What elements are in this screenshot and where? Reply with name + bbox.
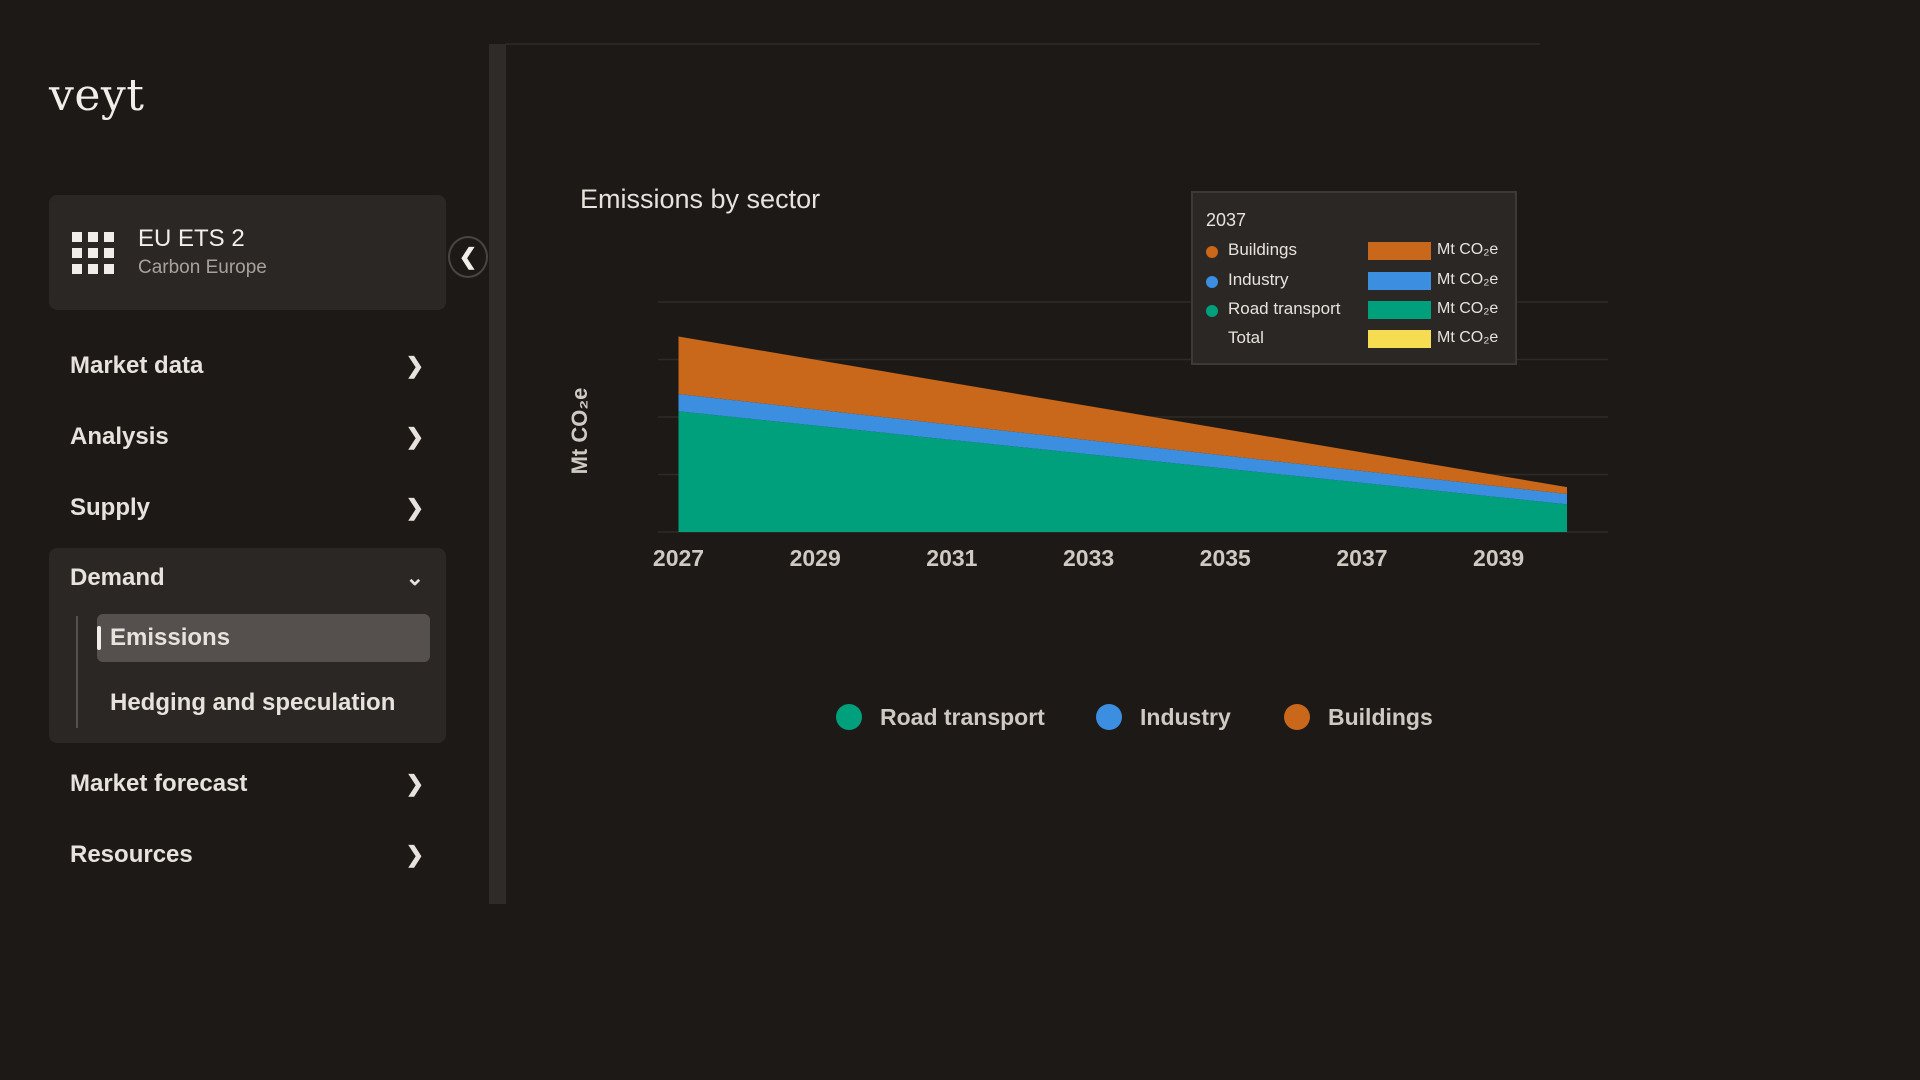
x-tick-label: 2039: [1473, 545, 1524, 571]
legend-label: Road transport: [880, 703, 1045, 730]
x-tick-label: 2037: [1336, 545, 1387, 571]
apps-grid-icon: [72, 232, 114, 274]
area-series-road-transport[interactable]: [678, 411, 1567, 532]
area-series-industry[interactable]: [678, 394, 1567, 505]
nav-item-analysis[interactable]: Analysis ❯: [49, 407, 446, 467]
header-divider: [506, 43, 1540, 45]
tooltip-row-road-transport: Road transport Mt CO₂e: [1206, 299, 1506, 321]
nav-item-resources[interactable]: Resources ❯: [49, 825, 446, 885]
legend-label: Buildings: [1328, 703, 1433, 730]
legend-item-road-transport[interactable]: Road transport: [836, 702, 1045, 732]
tooltip-row-total: Total Mt CO₂e: [1206, 328, 1506, 350]
nav-item-supply[interactable]: Supply ❯: [49, 478, 446, 538]
tooltip-label: Industry: [1228, 270, 1289, 289]
area-series-buildings[interactable]: [678, 336, 1567, 495]
collapse-sidebar-button[interactable]: ❮: [448, 236, 488, 278]
value-swatch: [1368, 272, 1431, 290]
chart-tooltip: 2037 Buildings Mt CO₂e Industry Mt CO₂e …: [1191, 191, 1517, 365]
product-switcher[interactable]: EU ETS 2 Carbon Europe: [49, 195, 446, 310]
nav-item-market-data[interactable]: Market data ❯: [49, 336, 446, 396]
x-tick-label: 2029: [790, 545, 841, 571]
sub-item-emissions[interactable]: Emissions: [97, 614, 430, 662]
tooltip-unit: Mt CO₂e: [1437, 241, 1499, 258]
sub-item-label: Hedging and speculation: [110, 689, 396, 716]
sub-item-label: Emissions: [110, 624, 231, 651]
chevron-right-icon: ❯: [405, 424, 424, 449]
dot-icon: [1206, 246, 1218, 258]
nav-item-label: Analysis: [70, 423, 169, 450]
tooltip-label: Road transport: [1228, 299, 1341, 318]
value-swatch: [1368, 242, 1431, 260]
x-tick-label: 2027: [653, 545, 704, 571]
emissions-area-chart[interactable]: 2027 2029 2031 2033 2035 2037 2039: [640, 290, 1620, 590]
nav-item-label: Resources: [70, 841, 193, 868]
legend-label: Industry: [1140, 703, 1231, 730]
value-swatch: [1368, 330, 1431, 348]
chevron-down-icon: ⌄: [405, 565, 424, 590]
tooltip-label: Total: [1228, 328, 1264, 347]
chevron-right-icon: ❯: [405, 353, 424, 378]
dot-icon: [1206, 276, 1218, 288]
nav-group-demand: Demand ⌄ Emissions Hedging and speculati…: [49, 548, 446, 743]
dot-icon: [1096, 704, 1122, 730]
nav-item-label: Market forecast: [70, 770, 248, 797]
sub-item-hedging-and-speculation[interactable]: Hedging and speculation: [97, 679, 430, 727]
chevron-right-icon: ❯: [405, 495, 424, 520]
veyt-logo[interactable]: veyt: [49, 70, 145, 121]
tooltip-year: 2037: [1206, 210, 1247, 230]
tooltip-unit: Mt CO₂e: [1437, 271, 1499, 288]
value-swatch: [1368, 301, 1431, 319]
submenu-guide-line: [76, 616, 78, 728]
tooltip-label: Buildings: [1228, 240, 1297, 259]
active-indicator: [97, 626, 101, 650]
tooltip-unit: Mt CO₂e: [1437, 329, 1499, 346]
x-tick-label: 2031: [926, 545, 977, 571]
dot-icon: [836, 704, 862, 730]
chevron-right-icon: ❯: [405, 842, 424, 867]
sidebar-divider[interactable]: [489, 44, 506, 904]
chart-title: Emissions by sector: [580, 184, 821, 214]
tooltip-row-buildings: Buildings Mt CO₂e: [1206, 240, 1506, 262]
product-name: EU ETS 2: [138, 225, 245, 252]
nav-item-label: Market data: [70, 352, 204, 379]
product-subtitle: Carbon Europe: [138, 257, 267, 278]
tooltip-unit: Mt CO₂e: [1437, 300, 1499, 317]
nav-item-label: Demand: [70, 564, 165, 591]
legend-item-industry[interactable]: Industry: [1096, 702, 1231, 732]
x-tick-label: 2033: [1063, 545, 1114, 571]
dot-icon: [1284, 704, 1310, 730]
x-tick-label: 2035: [1200, 545, 1251, 571]
chevron-right-icon: ❯: [405, 771, 424, 796]
nav-item-demand[interactable]: Demand ⌄: [49, 548, 446, 608]
dot-icon: [1206, 305, 1218, 317]
tooltip-row-industry: Industry Mt CO₂e: [1206, 270, 1506, 292]
nav-item-label: Supply: [70, 494, 151, 521]
y-axis-label: Mt CO₂e: [567, 387, 592, 475]
nav-item-market-forecast[interactable]: Market forecast ❯: [49, 754, 446, 814]
legend-item-buildings[interactable]: Buildings: [1284, 702, 1433, 732]
chevron-left-icon: ❮: [458, 244, 478, 269]
